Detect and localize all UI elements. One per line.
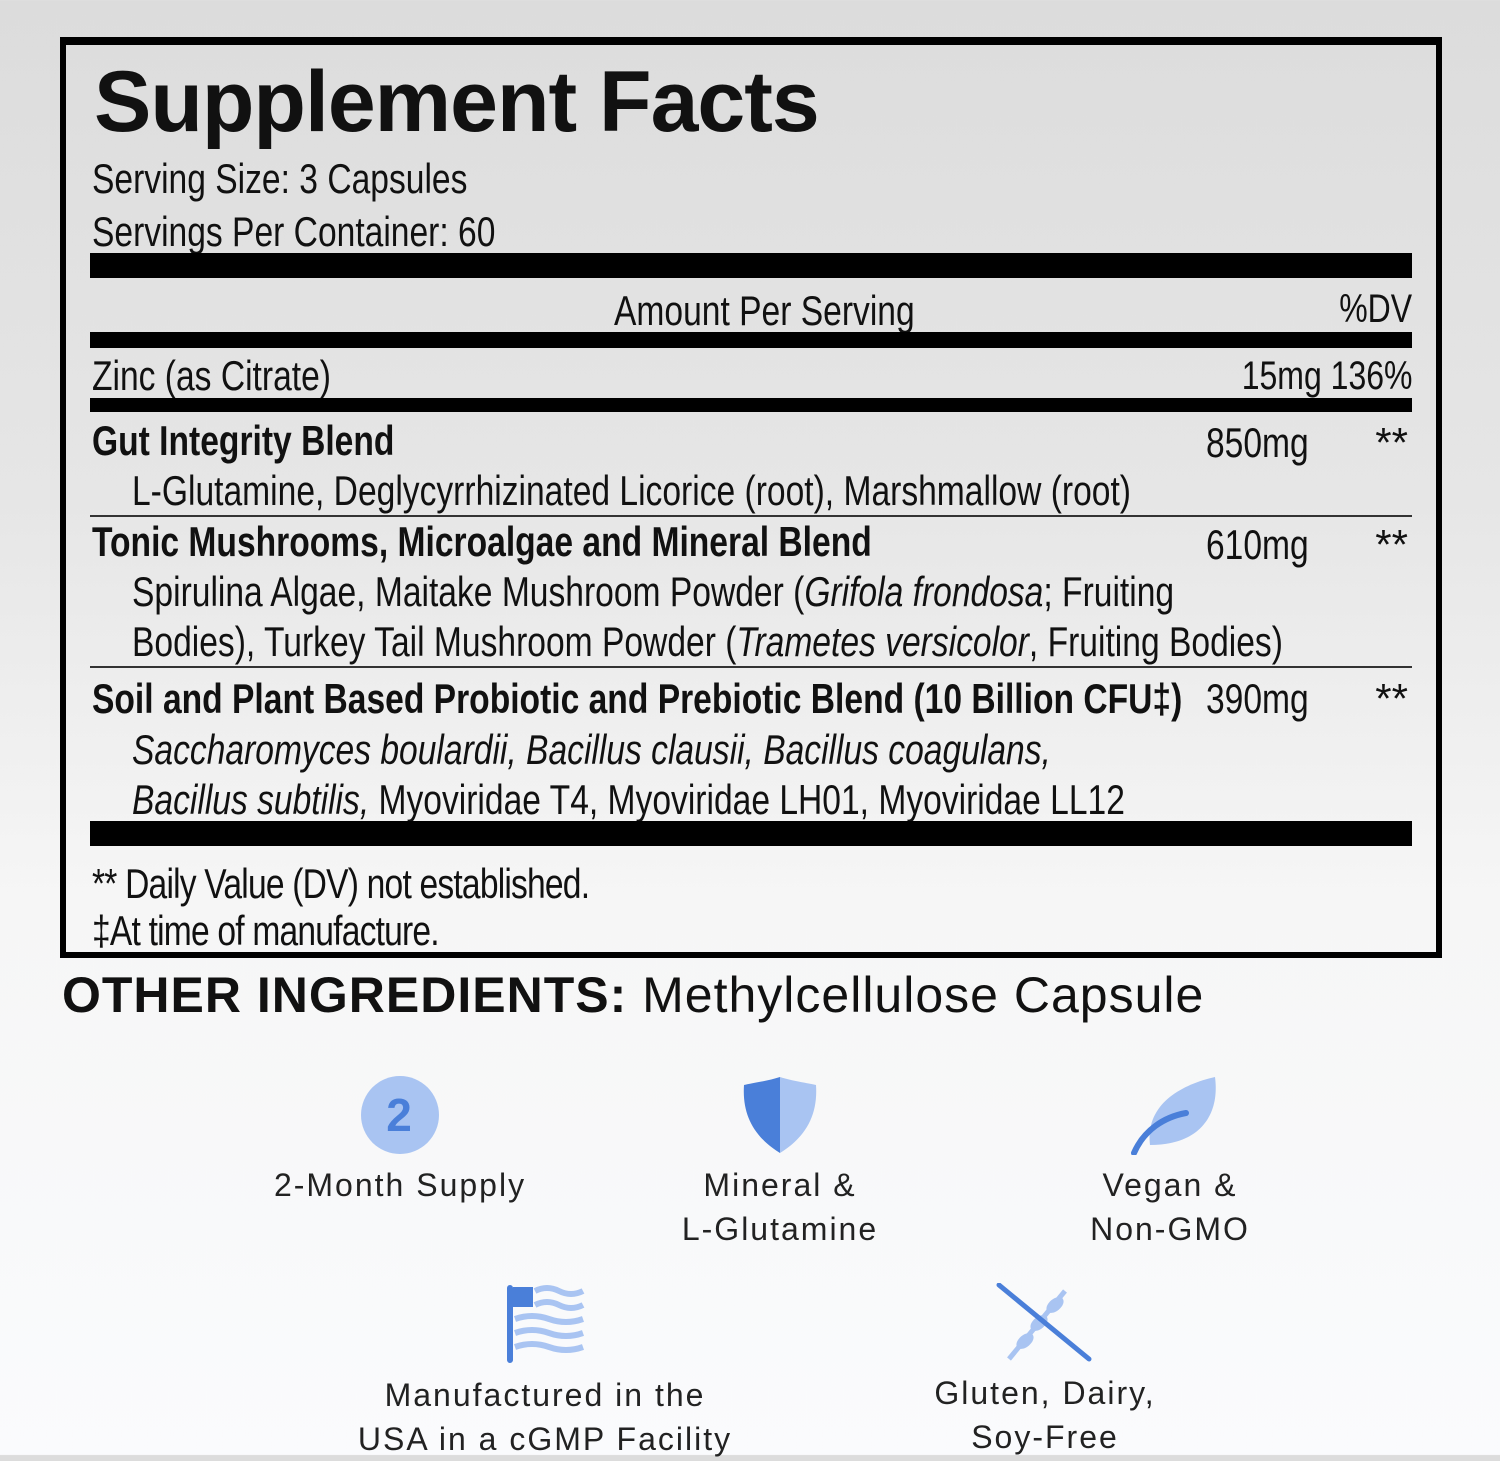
badge-mineral-glutamine: Mineral & L-Glutamine bbox=[620, 1075, 940, 1251]
blend-dv: ** bbox=[1375, 419, 1408, 466]
blend-ingredients: Spirulina Algae, Maitake Mushroom Powder… bbox=[132, 568, 1175, 615]
blend-dv: ** bbox=[1375, 521, 1408, 568]
badge-vegan-non-gmo: Vegan & Non-GMO bbox=[1010, 1075, 1330, 1251]
supplement-facts-panel: Supplement Facts Serving Size: 3 Capsule… bbox=[60, 37, 1442, 958]
divider bbox=[90, 666, 1412, 668]
blend-name: Gut Integrity Blend bbox=[92, 417, 395, 464]
svg-text:2: 2 bbox=[386, 1089, 414, 1141]
zinc-amount-dv: 15mg 136% bbox=[1241, 354, 1412, 398]
blend-amount: 390mg bbox=[1206, 675, 1309, 722]
badge-allergen-free: Gluten, Dairy, Soy-Free bbox=[880, 1283, 1210, 1459]
blend-amount: 850mg bbox=[1206, 419, 1309, 466]
other-ingredients: OTHER INGREDIENTS: Methylcellulose Capsu… bbox=[62, 967, 1205, 1023]
blend-ingredients: L-Glutamine, Deglycyrrhizinated Licorice… bbox=[132, 467, 1131, 514]
zinc-name: Zinc (as Citrate) bbox=[92, 352, 331, 399]
blend-ingredients: Saccharomyces boulardii, Bacillus clausi… bbox=[132, 726, 1051, 773]
blend-name: Tonic Mushrooms, Microalgae and Mineral … bbox=[92, 518, 872, 565]
blend-name: Soil and Plant Based Probiotic and Prebi… bbox=[92, 675, 1183, 722]
divider bbox=[90, 253, 1412, 278]
footnote-manufacture: ‡At time of manufacture. bbox=[92, 907, 440, 954]
divider bbox=[90, 821, 1412, 846]
footnote-dv: ** Daily Value (DV) not established. bbox=[92, 860, 590, 907]
servings-per-container: Servings Per Container: 60 bbox=[92, 208, 496, 255]
badge-made-in-usa: Manufactured in the USA in a cGMP Facilit… bbox=[330, 1283, 760, 1461]
usa-flag-icon bbox=[507, 1285, 585, 1363]
amount-per-serving-header: Amount Per Serving bbox=[614, 287, 915, 334]
blend-amount: 610mg bbox=[1206, 521, 1309, 568]
badge-2-month-supply: 2 2-Month Supply bbox=[240, 1075, 560, 1207]
no-wheat-icon bbox=[996, 1283, 1092, 1362]
divider bbox=[90, 398, 1412, 412]
panel-title: Supplement Facts bbox=[94, 54, 820, 150]
dv-header: %DV bbox=[1339, 287, 1412, 331]
blend-dv: ** bbox=[1375, 675, 1408, 722]
shield-icon bbox=[743, 1077, 817, 1153]
divider bbox=[90, 515, 1412, 517]
blend-ingredients: Bacillus subtilis, Myoviridae T4, Myovir… bbox=[132, 776, 1125, 823]
leaf-icon bbox=[1131, 1077, 1216, 1155]
divider bbox=[90, 332, 1412, 348]
blend-ingredients: Bodies), Turkey Tail Mushroom Powder (Tr… bbox=[132, 618, 1283, 665]
serving-size: Serving Size: 3 Capsules bbox=[92, 155, 468, 202]
number-2-circle-icon: 2 bbox=[361, 1076, 439, 1154]
